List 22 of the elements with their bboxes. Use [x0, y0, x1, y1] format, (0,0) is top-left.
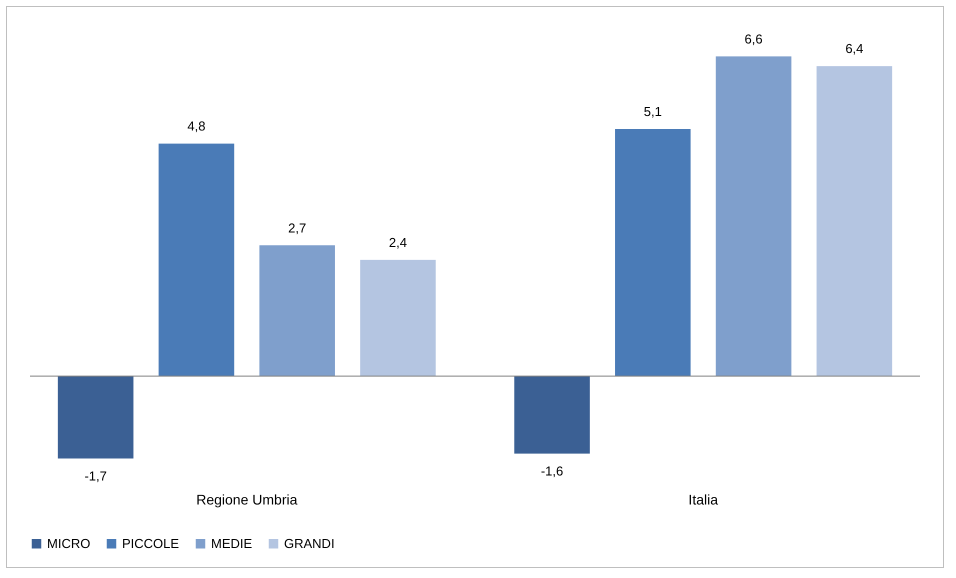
legend-label: MICRO — [47, 536, 90, 551]
bar — [514, 376, 590, 454]
data-label: 4,8 — [187, 118, 206, 134]
bar — [816, 66, 892, 376]
data-label: 5,1 — [644, 104, 662, 120]
bar — [716, 56, 792, 376]
data-label: 6,4 — [845, 41, 864, 56]
data-label: 2,7 — [288, 220, 306, 236]
x-tick-label: Regione Umbria — [196, 492, 298, 508]
legend-label: PICCOLE — [122, 536, 180, 551]
bar — [158, 144, 234, 376]
data-label: 6,6 — [744, 31, 763, 46]
legend-label: GRANDI — [284, 536, 335, 551]
data-label: -1,7 — [84, 468, 107, 484]
bar — [58, 376, 134, 458]
data-label: -1,6 — [540, 464, 564, 479]
bar — [360, 260, 436, 376]
data-label: 2,4 — [388, 234, 407, 250]
bar — [615, 129, 691, 376]
x-tick-label: Italia — [688, 492, 718, 508]
legend-label: MEDIE — [211, 536, 252, 551]
bar — [259, 245, 335, 376]
